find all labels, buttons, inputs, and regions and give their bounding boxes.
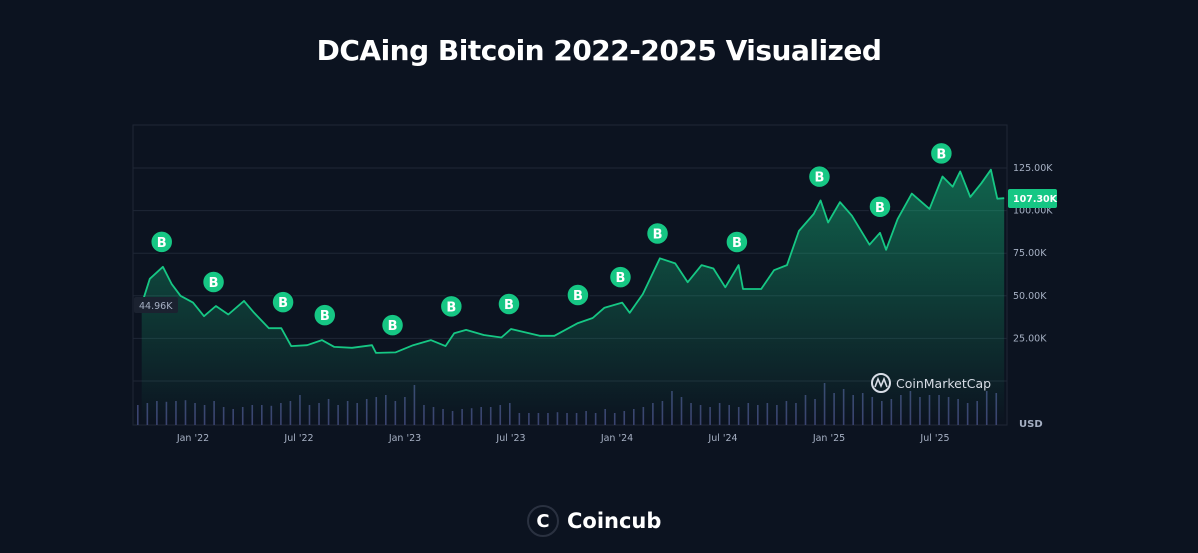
x-tick-label: Jan '24 [600, 433, 633, 444]
x-tick-label: Jan '25 [812, 433, 845, 444]
buy-marker: B [645, 221, 670, 246]
buy-marker: B [313, 303, 337, 327]
buy-marker-circle [271, 290, 295, 314]
currency-label: USD [1019, 419, 1043, 430]
buy-marker: B [807, 164, 832, 189]
page-title: DCAing Bitcoin 2022-2025 Visualized [316, 34, 882, 67]
buy-marker-circle [566, 283, 590, 307]
buy-marker-circle [725, 230, 749, 254]
buy-marker-circle [439, 294, 464, 319]
buy-marker-circle [149, 230, 174, 254]
buy-marker-circle [201, 270, 226, 294]
buy-marker: B [929, 141, 954, 166]
buy-marker-circle [929, 141, 954, 166]
buy-marker-label: B [616, 271, 626, 286]
buy-marker-label: B [732, 236, 742, 251]
y-tick-label: 25.00K [1013, 333, 1047, 344]
current-price-badge: 107.30K [1008, 189, 1058, 208]
buy-marker: B [868, 195, 892, 219]
buy-marker-label: B [446, 300, 456, 315]
buy-marker-circle [807, 164, 832, 189]
buy-marker-circle [497, 292, 521, 316]
y-tick-label: 125.00K [1013, 163, 1053, 174]
y-axis: 25.00K 50.00K 75.00K 100.00K 125.00K [1013, 163, 1053, 344]
brand-name: Coincub [567, 509, 662, 533]
start-price-label: 44.96K [134, 297, 178, 313]
buy-marker-label: B [875, 201, 885, 216]
buy-marker-label: B [573, 289, 583, 304]
buy-marker-circle [608, 265, 633, 289]
buy-marker-label: B [278, 296, 288, 311]
watermark-text: CoinMarketCap [896, 376, 991, 391]
x-tick-label: Jul '23 [495, 433, 525, 444]
buy-marker-label: B [388, 319, 398, 334]
buy-marker: B [201, 270, 226, 294]
x-tick-label: Jul '25 [919, 433, 949, 444]
x-tick-label: Jan '23 [388, 433, 421, 444]
buy-marker: B [566, 283, 590, 307]
current-price-text: 107.30K [1013, 194, 1058, 205]
coinmarketcap-logo-icon [871, 373, 891, 393]
y-tick-label: 75.00K [1013, 248, 1047, 259]
y-tick-label: 100.00K [1013, 206, 1053, 217]
buy-marker-label: B [504, 298, 514, 313]
coincub-logo-icon: C [527, 505, 559, 537]
buy-marker-circle [868, 195, 892, 219]
buy-marker-label: B [157, 236, 167, 251]
buy-marker: B [608, 265, 633, 289]
buy-marker-circle [313, 303, 337, 327]
buy-marker: B [380, 313, 405, 337]
buy-marker-label: B [209, 276, 219, 291]
y-tick-label: 50.00K [1013, 291, 1047, 302]
x-tick-label: Jul '24 [707, 433, 737, 444]
buy-marker-label: B [653, 228, 663, 243]
buy-marker-label: B [814, 171, 824, 186]
price-area-fill [141, 169, 1005, 425]
x-axis: Jan '22 Jul '22 Jan '23 Jul '23 Jan '24 Jul '… [176, 433, 950, 444]
buy-marker-circle [380, 313, 405, 337]
volume-bar [137, 405, 139, 425]
buy-marker: B [271, 290, 295, 314]
buy-marker: B [149, 230, 174, 254]
start-price-text: 44.96K [139, 301, 173, 312]
buy-marker-circle [645, 221, 670, 246]
buy-marker: B [497, 292, 521, 316]
coincub-brand: C Coincub [527, 505, 661, 537]
buy-marker: B [439, 294, 464, 319]
price-line [140, 168, 1005, 354]
coinmarketcap-watermark: CoinMarketCap [871, 373, 991, 393]
x-tick-label: Jul '22 [283, 433, 313, 444]
x-tick-label: Jan '22 [176, 433, 209, 444]
buy-marker: B [725, 230, 749, 254]
buy-marker-label: B [936, 147, 946, 162]
buy-markers: B B B B B B B B B B B B B B [149, 141, 954, 337]
price-chart: B B B B B B B B B B B B B B 25.00K 50.00K 75.00K 100.00K… [132, 124, 1058, 444]
buy-marker-label: B [320, 309, 330, 324]
